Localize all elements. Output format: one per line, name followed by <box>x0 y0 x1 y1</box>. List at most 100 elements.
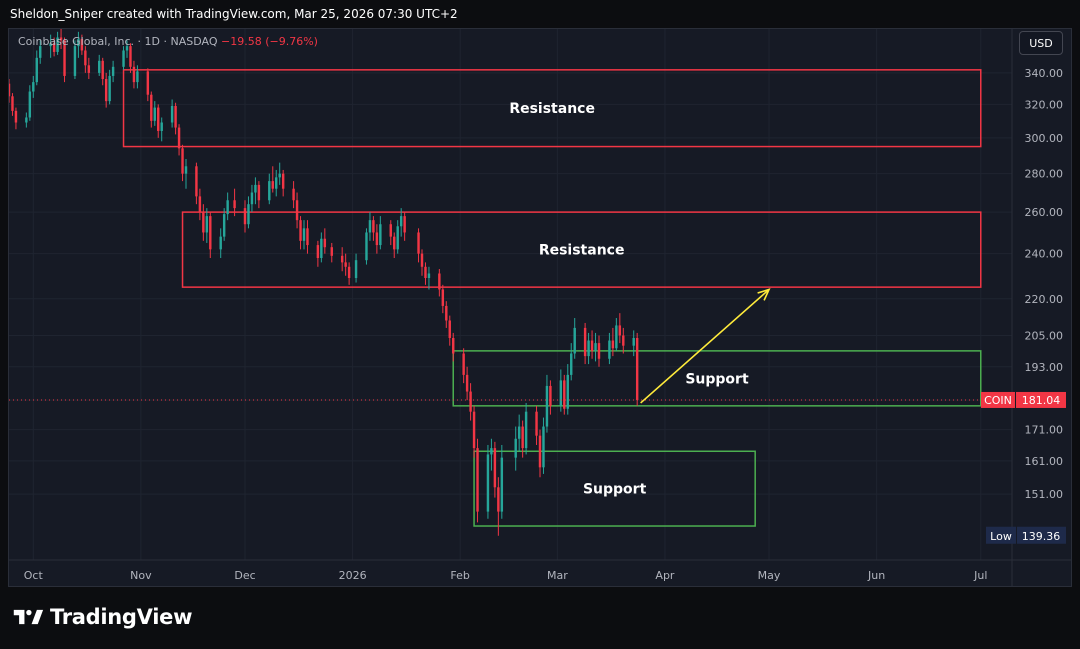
candle-body <box>122 50 125 67</box>
candle-body <box>295 200 299 221</box>
candle-down <box>14 107 18 130</box>
candle-down <box>330 242 333 263</box>
candle-body <box>150 94 153 121</box>
symbol-legend[interactable]: Coinbase Global, Inc. · 1D · NASDAQ −19.… <box>18 35 318 48</box>
candle-body <box>281 173 285 189</box>
candle-up <box>205 208 209 243</box>
price-axis[interactable]: 151.00161.00171.00181.00193.00205.00220.… <box>1025 67 1064 501</box>
candle-up <box>170 99 174 128</box>
candle-body <box>136 71 139 83</box>
candle-body <box>250 192 254 205</box>
candle-down <box>63 37 66 83</box>
currency-button[interactable]: USD <box>1019 31 1063 55</box>
y-tick-label: 280.00 <box>1025 168 1064 181</box>
candle-body <box>39 46 42 58</box>
candle-down <box>448 315 451 346</box>
candle-up <box>573 318 576 359</box>
x-tick-label: Jul <box>973 569 987 582</box>
candle-down <box>174 102 177 135</box>
candle-body <box>278 173 281 178</box>
ticker-tag-bg <box>981 391 1015 408</box>
candle-body <box>108 75 111 102</box>
x-tick-label: Mar <box>547 569 568 582</box>
candle-body <box>399 216 403 227</box>
candle-up <box>222 208 226 241</box>
candle-body <box>524 411 528 449</box>
candle-body <box>635 337 639 400</box>
candle-up <box>28 85 32 121</box>
symbol-name: Coinbase Global, Inc. <box>18 35 134 48</box>
candle-body <box>129 46 132 67</box>
candle-up <box>125 40 129 58</box>
candle-down <box>340 247 344 272</box>
candle-body <box>493 448 497 488</box>
candle-body <box>14 110 18 123</box>
candle-body <box>403 216 406 233</box>
candle-down <box>316 240 320 267</box>
candle-up <box>254 177 257 205</box>
candle-body <box>160 122 163 131</box>
y-tick-label: 300.00 <box>1025 132 1064 145</box>
candle-down <box>129 43 132 73</box>
candle-body <box>11 96 14 111</box>
tradingview-brand[interactable]: TradingView <box>12 605 192 629</box>
candle-down <box>347 262 351 285</box>
candle-up <box>368 212 372 241</box>
x-tick-label: Dec <box>234 569 255 582</box>
candle-body <box>427 273 431 278</box>
candle-up <box>268 173 271 205</box>
chart-frame[interactable]: Resistance Resistance Support Support 151.0… <box>8 28 1072 587</box>
candle-body <box>32 82 35 92</box>
candle-body <box>542 426 545 468</box>
candle-body <box>368 220 372 233</box>
candle-up <box>247 196 250 229</box>
candle-up <box>566 364 569 415</box>
y-tick-label: 171.00 <box>1025 424 1064 437</box>
candle-body <box>622 335 625 346</box>
candle-up <box>559 369 563 412</box>
candle-down <box>295 192 299 229</box>
time-axis[interactable]: Oct Nov Dec 2026 Feb Mar Apr May Jun Jul <box>24 569 988 582</box>
candle-body <box>615 325 618 349</box>
support-zone <box>452 350 982 407</box>
candle-down <box>271 166 274 193</box>
candle-body <box>490 448 493 455</box>
candle-body <box>257 184 261 201</box>
candle-body <box>535 411 538 436</box>
candlestick-chart[interactable]: Resistance Resistance Support Support 151.0… <box>9 29 1071 586</box>
y-tick-label: 320.00 <box>1025 98 1064 111</box>
candle-body <box>271 181 274 189</box>
candle-body <box>545 385 549 427</box>
candle-down <box>202 204 205 241</box>
candle-body <box>268 181 271 201</box>
candle-body <box>104 79 108 102</box>
candle-down <box>597 335 601 367</box>
y-tick-label: 240.00 <box>1025 248 1064 261</box>
candle-down <box>469 383 472 421</box>
price-change: −19.58 (−9.76%) <box>220 35 318 48</box>
y-tick-label: 193.00 <box>1025 361 1064 374</box>
candle-body <box>222 214 226 237</box>
candle-up <box>226 192 229 221</box>
x-tick-label: 2026 <box>339 569 367 582</box>
candle-down <box>622 327 625 354</box>
candle-down <box>424 262 427 285</box>
candle-body <box>254 184 257 193</box>
candle-body <box>517 426 521 439</box>
candle-body <box>77 38 80 47</box>
zones-layer: Resistance Resistance Support Support <box>122 69 982 527</box>
top-bar: Sheldon_Sniper created with TradingView.… <box>0 0 1080 28</box>
price-tag-bg <box>1016 391 1066 408</box>
candle-down <box>521 420 524 458</box>
support-label: Support <box>583 482 647 498</box>
candle-down <box>344 253 347 276</box>
candle-body <box>177 127 181 149</box>
candle-body <box>521 426 524 449</box>
candle-down <box>563 374 566 415</box>
candle-down <box>177 124 181 156</box>
candle-body <box>101 60 104 80</box>
candle-down <box>233 188 236 217</box>
candle-up <box>98 54 101 76</box>
candle-body <box>302 228 306 241</box>
low-price-tag: Low 139.36 <box>986 526 1066 544</box>
